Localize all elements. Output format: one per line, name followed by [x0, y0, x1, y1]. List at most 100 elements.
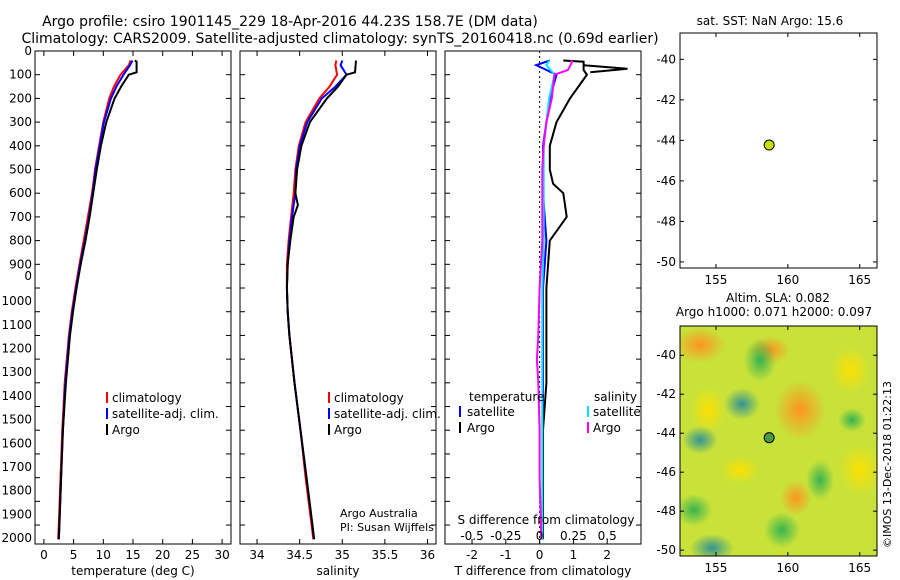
difference-s-tick-label: 0.25	[560, 529, 587, 543]
difference-argo-spike	[583, 64, 628, 74]
difference-xtick-label: -2	[466, 548, 478, 562]
ytick-label: 1200	[1, 341, 32, 355]
ytick-label: 700	[9, 210, 32, 224]
salinity-legend-label: satellite-adj. clim.	[334, 407, 441, 421]
difference-frame	[444, 50, 642, 545]
sst-map-xtick-label: 165	[848, 273, 871, 287]
sla-map-ytick-label: -46	[656, 465, 676, 479]
ytick-label: 1100	[1, 318, 32, 332]
salinity-panel: 34 34.5 35 35.5 36 salinity climatology satelli…	[239, 50, 441, 578]
sst-map-title: sat. SST: NaN Argo: 15.6	[697, 14, 844, 28]
sla-map-subtitle: Argo h1000: 0.071 h2000: 0.097	[676, 305, 872, 319]
ytick-label: 400	[9, 139, 32, 153]
temperature-xtick-label: 5	[70, 548, 78, 562]
sst-map-xtick-label: 160	[776, 273, 799, 287]
sla-map-ytick-label: -48	[656, 504, 676, 518]
sla-map-xtick-label: 165	[848, 561, 871, 575]
difference-panel: -2 -1 0 1 2temperaturesatelliteArgosalinitys…	[444, 50, 642, 578]
salinity-xlabel: salinity	[316, 564, 359, 578]
sla-map-ytick-label: -42	[656, 387, 676, 401]
salinity-frame	[239, 50, 437, 545]
difference-legend-temperature-title: temperature	[469, 390, 544, 404]
ytick-label: 300	[9, 115, 32, 129]
ytick-label: 600	[9, 186, 32, 200]
difference-s-tick-label: -0.25	[490, 529, 521, 543]
ytick-label: 2000	[1, 531, 32, 545]
temperature-series-2	[57, 59, 138, 540]
difference-s-axis-label: S difference from climatology	[458, 513, 635, 527]
ytick-label: 200	[9, 91, 32, 105]
sla-map-ytick-label: -44	[656, 426, 676, 440]
temperature-legend-label: satellite-adj. clim.	[112, 407, 219, 421]
ytick-label: 100	[9, 68, 32, 82]
temperature-xtick-label: 15	[125, 548, 140, 562]
ytick-label: 900	[9, 257, 32, 271]
ytick-label: 1900	[1, 507, 32, 521]
temperature-xtick-label: 10	[96, 548, 111, 562]
difference-xtick-label: 1	[570, 548, 578, 562]
sst-map-panel: 155 160 165 -50 -48 -46 -44 -42 -40 sat. SST: NaN…	[656, 14, 878, 287]
salinity-series-1	[285, 60, 348, 540]
ytick-label: 1500	[1, 413, 32, 427]
salinity-legend-label: climatology	[334, 391, 404, 405]
sla-map-title: Altim. SLA: 0.082	[726, 291, 830, 305]
temperature-xtick-label: 30	[214, 548, 229, 562]
ytick-label: 0	[24, 269, 32, 283]
temperature-legend-label: climatology	[112, 391, 182, 405]
sla-map-xtick-label: 160	[776, 561, 799, 575]
sst-map-argo-marker	[763, 139, 775, 151]
salinity-xtick-label: 35.5	[372, 548, 399, 562]
sst-map-frame	[679, 32, 878, 269]
difference-xtick-label: 0	[536, 548, 544, 562]
difference-legend-label: Argo	[467, 421, 495, 435]
temperature-xlabel: temperature (deg C)	[71, 564, 194, 578]
temperature-panel: 0 5 10 15 20 25 300100200300400500600700800900…	[1, 44, 232, 578]
salinity-xtick-label: 35	[335, 548, 350, 562]
salinity-annotation: Argo Australia	[340, 507, 418, 520]
sla-map-panel: 155 160 165 -50 -48 -46 -44 -42 -40 Altim. SLA: 0…	[656, 291, 878, 575]
title-line-1: Argo profile: csiro 1901145_229 18-Apr-2…	[42, 14, 538, 30]
salinity-xtick-label: 34.5	[286, 548, 313, 562]
sst-map-ytick-label: -46	[656, 174, 676, 188]
sst-map-ytick-label: -50	[656, 255, 676, 269]
sst-map-ytick-label: -42	[656, 93, 676, 107]
salinity-xtick-label: 34	[249, 548, 264, 562]
difference-legend-label: satellite	[467, 405, 515, 419]
difference-s-tick-label: 0	[536, 529, 544, 543]
ytick-label: 1000	[1, 294, 32, 308]
temperature-xtick-label: 25	[185, 548, 200, 562]
salinity-series-0	[285, 60, 339, 540]
difference-legend-label: Argo	[593, 421, 621, 435]
difference-legend-salinity-title: salinity	[594, 390, 637, 404]
ytick-label: 1600	[1, 436, 32, 450]
difference-xlabel: T difference from climatology	[454, 564, 632, 578]
ytick-label: 500	[9, 163, 32, 177]
salinity-legend-label: Argo	[334, 423, 362, 437]
difference-series-1	[542, 59, 589, 540]
sst-map-xtick-label: 155	[704, 273, 727, 287]
sla-map-ytick-label: -40	[656, 348, 676, 362]
salinity-series-2	[285, 60, 357, 540]
temperature-series-1	[57, 60, 134, 540]
difference-s-tick-label: -0.5	[460, 529, 483, 543]
ytick-label: 1300	[1, 365, 32, 379]
difference-s-tick-label: 0.5	[598, 529, 617, 543]
temperature-legend-label: Argo	[112, 423, 140, 437]
title-line-2: Climatology: CARS2009. Satellite-adjuste…	[21, 31, 658, 47]
difference-legend-label: satellite	[593, 405, 641, 419]
sla-map-argo-marker	[763, 432, 775, 444]
sla-map-xtick-label: 155	[704, 561, 727, 575]
sla-map-frame	[679, 325, 878, 557]
sst-map-ytick-label: -44	[656, 133, 676, 147]
temperature-xtick-label: 0	[40, 548, 48, 562]
temperature-series-0	[57, 60, 132, 540]
temperature-frame	[34, 50, 232, 545]
ytick-label: 1800	[1, 484, 32, 498]
sla-map-ytick-label: -50	[656, 543, 676, 557]
ytick-label: 1700	[1, 460, 32, 474]
sla-heatmap	[680, 326, 877, 556]
ytick-label: 0	[24, 44, 32, 58]
difference-xtick-label: -1	[500, 548, 512, 562]
ytick-label: 800	[9, 234, 32, 248]
